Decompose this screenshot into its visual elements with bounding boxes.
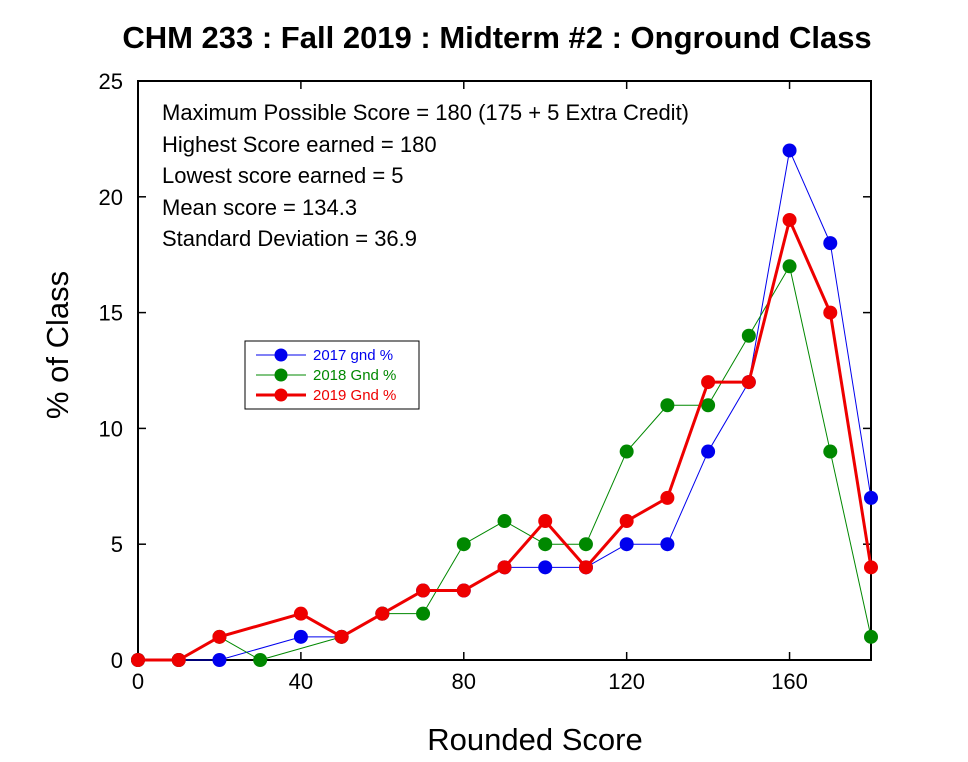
series-3 (131, 212, 878, 667)
y-tick-label: 15 (99, 301, 123, 326)
stat-lowest: Lowest score earned = 5 (162, 163, 404, 188)
x-axis-label: Rounded Score (427, 722, 642, 757)
series-line (138, 265, 872, 661)
data-point (497, 514, 512, 529)
data-point (456, 583, 471, 598)
x-tick-label: 120 (608, 669, 645, 694)
data-point (864, 629, 878, 644)
data-point (701, 375, 716, 390)
legend-label: 2018 Gnd % (313, 367, 396, 384)
data-point (253, 653, 268, 667)
y-tick-label: 5 (111, 532, 123, 557)
data-point (741, 375, 756, 390)
legend-label: 2019 Gnd % (313, 387, 396, 404)
data-point (823, 444, 838, 459)
series-line (138, 218, 873, 662)
data-point (212, 653, 227, 667)
data-point (701, 444, 716, 459)
x-tick-label: 40 (289, 669, 313, 694)
data-point (212, 629, 227, 644)
data-point (497, 560, 512, 575)
data-point (293, 629, 308, 644)
data-point (375, 606, 390, 621)
stat-std-dev: Standard Deviation = 36.9 (162, 226, 417, 251)
legend: 2017 gnd % 2018 Gnd % 2019 Gnd % (244, 340, 420, 410)
data-point (416, 583, 431, 598)
legend-marker (274, 388, 288, 402)
data-point (660, 398, 675, 413)
series-layer (131, 143, 878, 667)
data-point (864, 490, 878, 505)
series-2 (131, 259, 878, 667)
data-point (416, 606, 431, 621)
plot-frame (137, 80, 872, 661)
data-point (782, 259, 797, 274)
data-point (619, 537, 634, 552)
data-point (171, 653, 186, 667)
axis-ticks: 0 40 80 120 160 0 5 10 15 20 25 (99, 69, 871, 694)
x-tick-label: 80 (452, 669, 476, 694)
legend-label: 2017 gnd % (313, 347, 393, 364)
chart-title: CHM 233 : Fall 2019 : Midterm #2 : Ongro… (122, 20, 871, 55)
data-point (782, 143, 797, 158)
y-axis-label: % of Class (40, 271, 75, 419)
data-point (660, 490, 675, 505)
data-point (660, 537, 675, 552)
stats-annotation: Maximum Possible Score = 180 (175 + 5 Ex… (162, 100, 689, 251)
data-point (538, 537, 553, 552)
data-point (823, 236, 838, 251)
data-point (334, 629, 349, 644)
data-point (701, 398, 716, 413)
legend-marker (274, 348, 288, 362)
y-tick-label: 10 (99, 416, 123, 441)
legend-marker (274, 368, 288, 382)
x-tick-label: 160 (771, 669, 808, 694)
data-point (578, 537, 593, 552)
data-point (538, 514, 553, 529)
data-point (741, 328, 756, 343)
y-tick-label: 20 (99, 185, 123, 210)
stat-highest: Highest Score earned = 180 (162, 132, 437, 157)
data-point (619, 444, 634, 459)
y-tick-label: 25 (99, 69, 123, 94)
data-point (538, 560, 553, 575)
data-point (578, 560, 593, 575)
data-point (131, 653, 145, 667)
series-1 (131, 143, 878, 667)
data-point (293, 606, 308, 621)
y-tick-label: 0 (111, 648, 123, 673)
data-point (782, 212, 797, 227)
data-point (456, 537, 471, 552)
data-point (823, 305, 838, 320)
data-point (864, 560, 878, 575)
stat-max-possible: Maximum Possible Score = 180 (175 + 5 Ex… (162, 100, 689, 125)
series-line (138, 149, 872, 661)
x-tick-label: 0 (132, 669, 144, 694)
stat-mean: Mean score = 134.3 (162, 195, 357, 220)
data-point (619, 514, 634, 529)
